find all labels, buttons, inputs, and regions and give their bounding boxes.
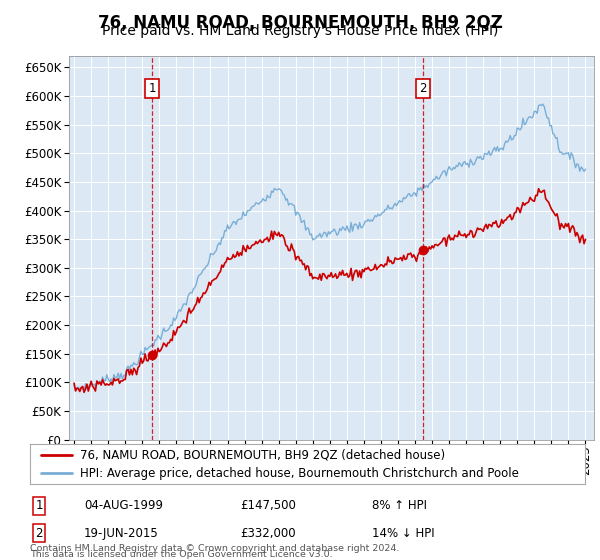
Text: 76, NAMU ROAD, BOURNEMOUTH, BH9 2QZ (detached house): 76, NAMU ROAD, BOURNEMOUTH, BH9 2QZ (det… — [80, 448, 445, 461]
Text: 04-AUG-1999: 04-AUG-1999 — [84, 499, 163, 512]
Text: Price paid vs. HM Land Registry's House Price Index (HPI): Price paid vs. HM Land Registry's House … — [102, 24, 498, 38]
Text: HPI: Average price, detached house, Bournemouth Christchurch and Poole: HPI: Average price, detached house, Bour… — [80, 467, 519, 480]
Text: £332,000: £332,000 — [240, 526, 296, 540]
Text: This data is licensed under the Open Government Licence v3.0.: This data is licensed under the Open Gov… — [30, 550, 332, 559]
Text: 19-JUN-2015: 19-JUN-2015 — [84, 526, 159, 540]
Text: 2: 2 — [35, 526, 43, 540]
Text: Contains HM Land Registry data © Crown copyright and database right 2024.: Contains HM Land Registry data © Crown c… — [30, 544, 400, 553]
Text: 2: 2 — [419, 82, 427, 95]
Text: £147,500: £147,500 — [240, 499, 296, 512]
Text: 8% ↑ HPI: 8% ↑ HPI — [372, 499, 427, 512]
Text: 76, NAMU ROAD, BOURNEMOUTH, BH9 2QZ: 76, NAMU ROAD, BOURNEMOUTH, BH9 2QZ — [98, 14, 502, 32]
Text: 14% ↓ HPI: 14% ↓ HPI — [372, 526, 434, 540]
Text: 1: 1 — [148, 82, 156, 95]
Text: 1: 1 — [35, 499, 43, 512]
